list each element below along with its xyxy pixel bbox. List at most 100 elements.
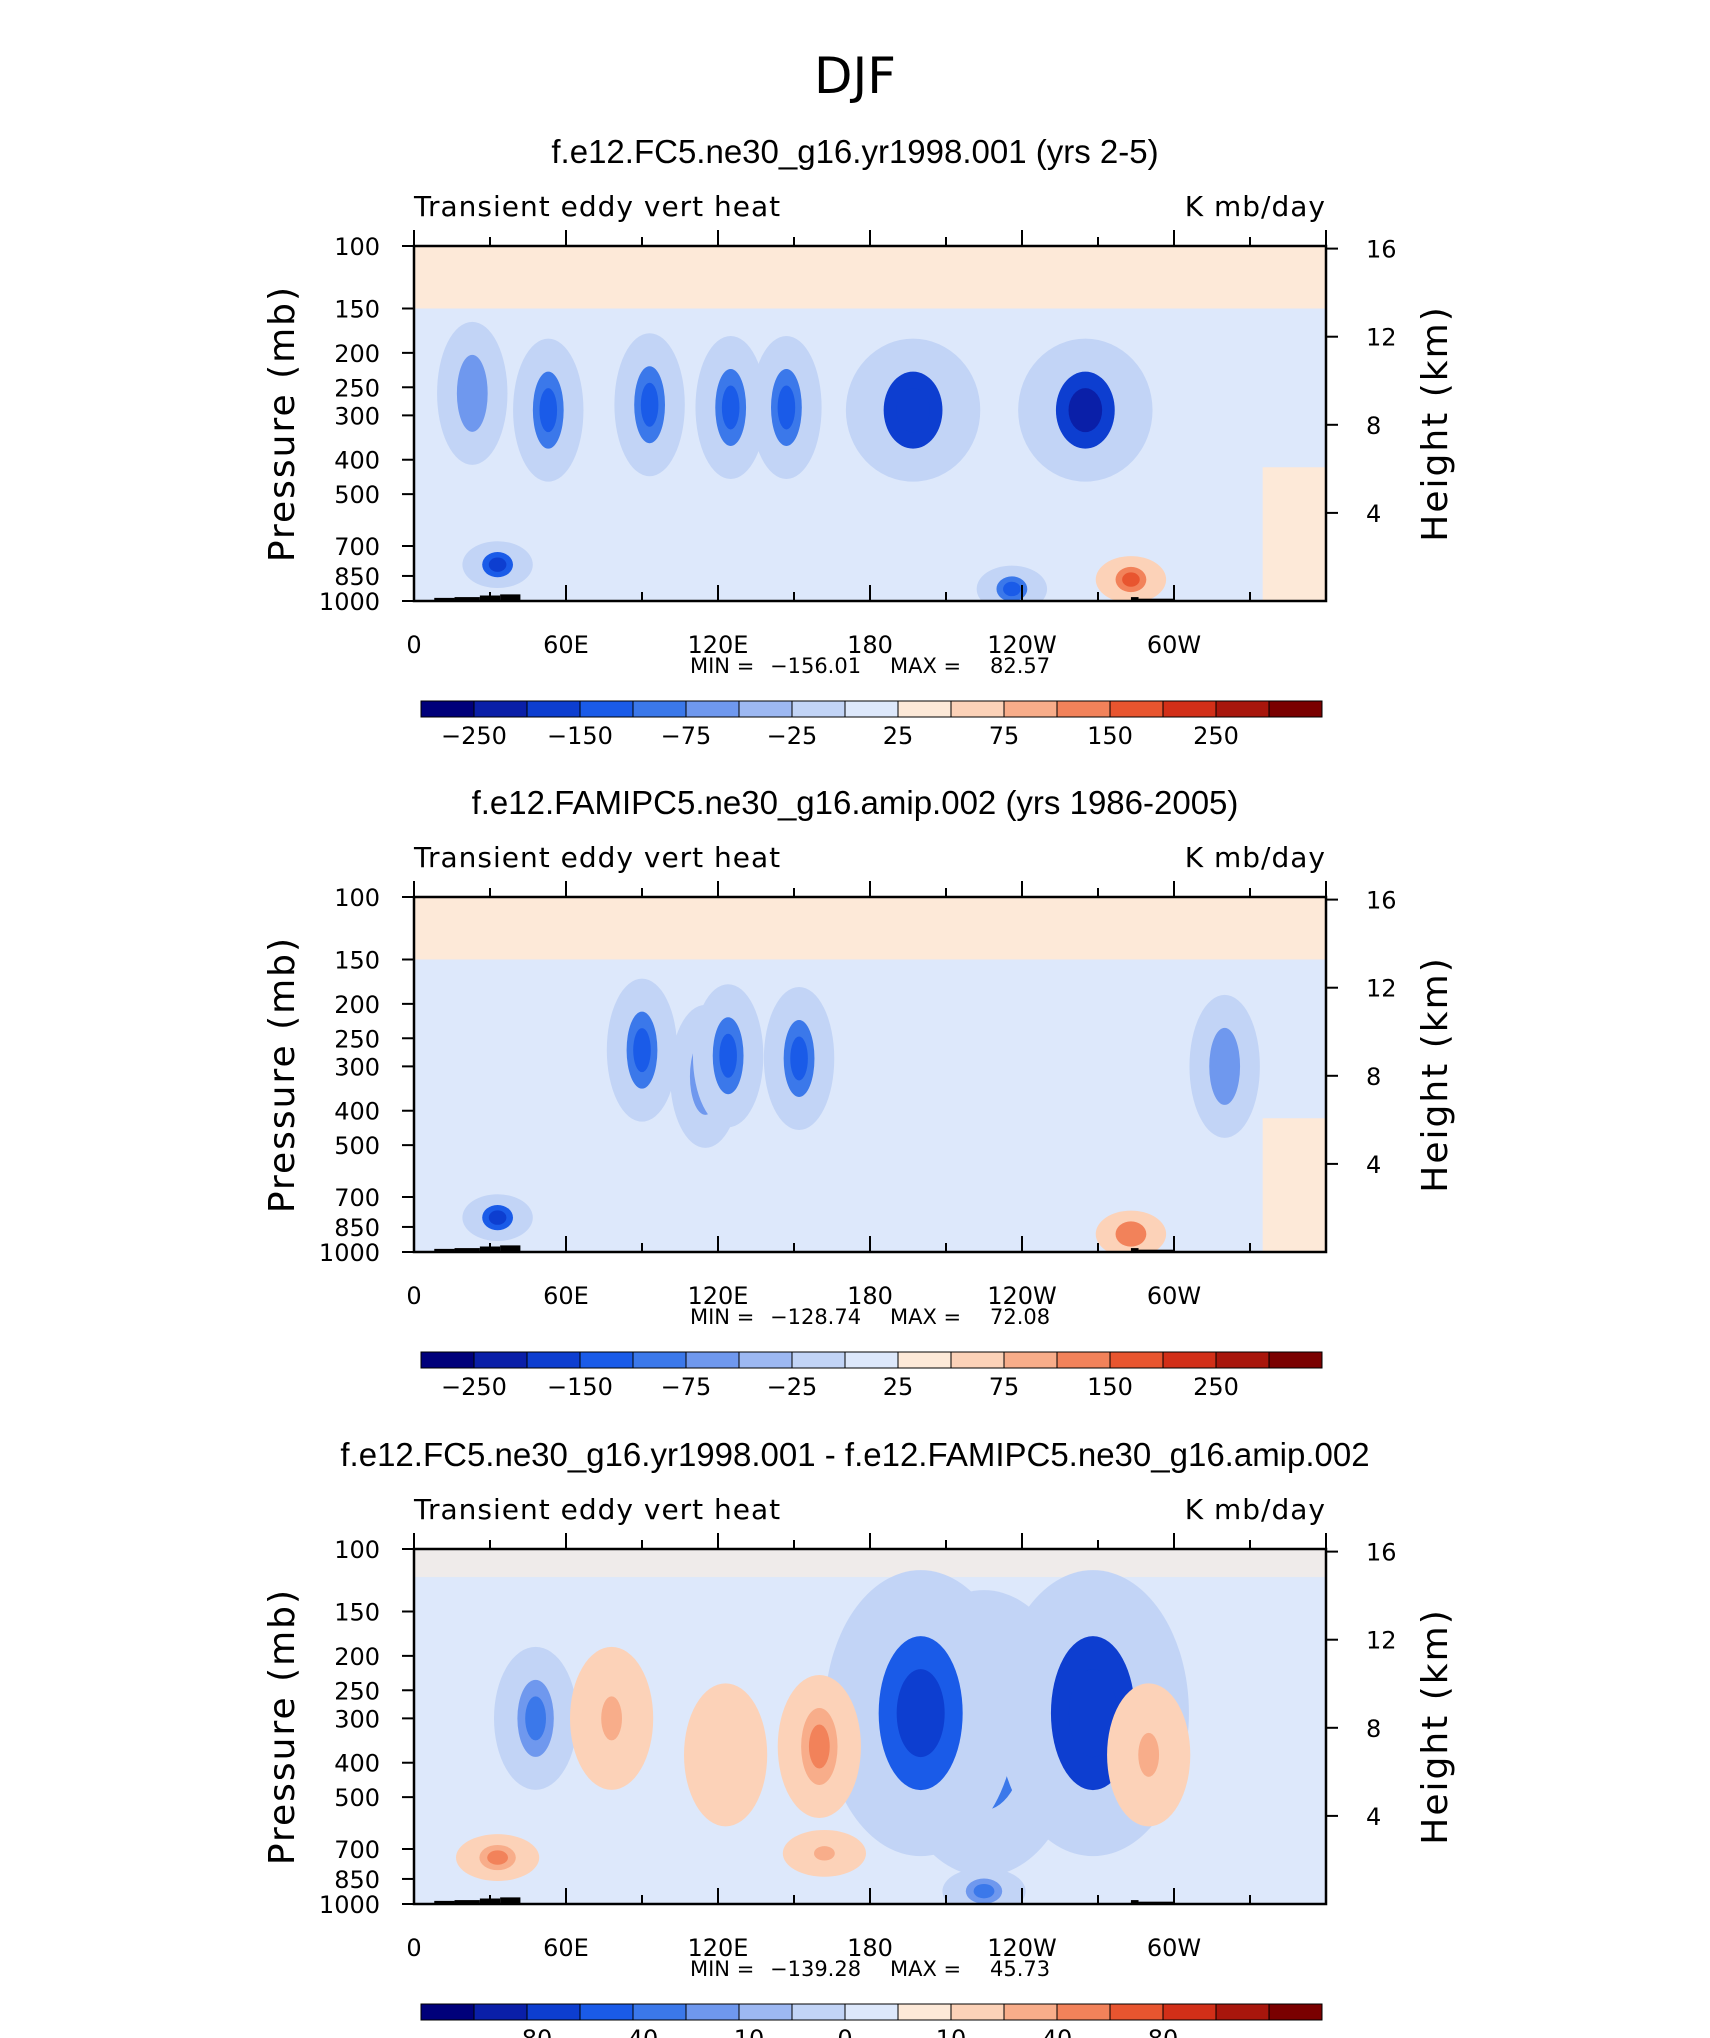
colorbar-swatch bbox=[1056, 2003, 1111, 2021]
panel-title: f.e12.FC5.ne30_g16.yr1998.001 (yrs 2-5) bbox=[551, 133, 1158, 170]
y-axis-title: Pressure (mb) bbox=[262, 285, 303, 562]
colorbar-swatch bbox=[1003, 1351, 1058, 1369]
x-tick-label: 60E bbox=[543, 631, 589, 659]
colorbar-label: −75 bbox=[661, 722, 712, 750]
min-label: MIN = bbox=[690, 654, 754, 678]
colorbar-swatch bbox=[1056, 700, 1111, 718]
contour-region bbox=[896, 388, 930, 433]
colorbar-label: 150 bbox=[1087, 1373, 1133, 1401]
y-tick-label: 1000 bbox=[319, 1891, 380, 1919]
x-tick-label: 120W bbox=[987, 1282, 1057, 1310]
y-tick-label: 500 bbox=[334, 1784, 380, 1812]
y-tick-label: 700 bbox=[334, 1184, 380, 1212]
panel-title: f.e12.FC5.ne30_g16.yr1998.001 - f.e12.FA… bbox=[340, 1436, 1369, 1473]
y2-tick-label: 8 bbox=[1366, 1063, 1381, 1091]
terrain-block bbox=[434, 1900, 455, 1904]
colorbar-label: −250 bbox=[441, 1373, 507, 1401]
colorbar-swatch bbox=[897, 1351, 952, 1369]
max-value: 45.73 bbox=[990, 1957, 1050, 1981]
y2-axis-title: Height (km) bbox=[1415, 1608, 1456, 1844]
x-tick-label: 180 bbox=[847, 631, 893, 659]
y2-axis: 16 12 8 4 Height (km) bbox=[1326, 1539, 1456, 1845]
min-value: −128.74 bbox=[770, 1305, 861, 1329]
x-tick-label: 120E bbox=[688, 631, 749, 659]
colorbar-label: −80 bbox=[502, 2025, 553, 2038]
colorbar-label: 0 bbox=[837, 2025, 852, 2038]
terrain-block bbox=[1130, 1248, 1139, 1252]
colorbar-swatch bbox=[526, 1351, 581, 1369]
y-tick-label: 250 bbox=[334, 374, 380, 402]
panel-right-label: K mb/day bbox=[1185, 841, 1326, 874]
contour-region bbox=[601, 1696, 622, 1741]
contour-region bbox=[633, 1028, 651, 1073]
colorbar-swatch bbox=[473, 2003, 528, 2021]
y2-tick-label: 12 bbox=[1366, 1627, 1397, 1655]
y-tick-label: 400 bbox=[334, 1098, 380, 1126]
colorbar-label: 10 bbox=[936, 2025, 967, 2038]
colorbar-swatch bbox=[738, 1351, 793, 1369]
y-tick-label: 100 bbox=[334, 1536, 380, 1564]
x-axis: 0 60E 120E 180 120W 60W bbox=[406, 881, 1327, 1310]
contour-region bbox=[777, 385, 796, 430]
y-tick-label: 700 bbox=[334, 533, 380, 561]
plot-area bbox=[414, 246, 1326, 601]
contour-region bbox=[525, 1696, 546, 1741]
y-tick-label: 150 bbox=[334, 296, 380, 324]
colorbar-label: 250 bbox=[1193, 1373, 1239, 1401]
colorbar-swatch bbox=[1162, 2003, 1217, 2021]
contour-region bbox=[1215, 1044, 1234, 1089]
colorbar: −80 −40 −10 0 10 40 80 bbox=[420, 2003, 1323, 2038]
colorbar-swatch bbox=[738, 700, 793, 718]
y-axis-title: Pressure (mb) bbox=[262, 1588, 303, 1865]
colorbar-swatch bbox=[420, 2003, 475, 2021]
colorbar-swatch bbox=[791, 700, 846, 718]
x-tick-label: 0 bbox=[406, 1282, 421, 1310]
x-tick-label: 120E bbox=[688, 1934, 749, 1962]
max-value: 72.08 bbox=[990, 1305, 1050, 1329]
y-tick-label: 500 bbox=[334, 481, 380, 509]
y-tick-label: 1000 bbox=[319, 1239, 380, 1267]
colorbar-swatch bbox=[1215, 2003, 1270, 2021]
colorbar-swatch bbox=[526, 700, 581, 718]
y2-tick-label: 12 bbox=[1366, 975, 1397, 1003]
colorbar-swatch bbox=[844, 700, 899, 718]
panel-left-label: Transient eddy vert heat bbox=[413, 1493, 781, 1526]
panel-3: f.e12.FC5.ne30_g16.yr1998.001 - f.e12.FA… bbox=[262, 1436, 1456, 2038]
colorbar-swatch bbox=[1056, 1351, 1111, 1369]
x-tick-label: 120W bbox=[987, 1934, 1057, 1962]
min-label: MIN = bbox=[690, 1957, 754, 1981]
panel-right-label: K mb/day bbox=[1185, 190, 1326, 223]
colorbar-swatch bbox=[844, 2003, 899, 2021]
colorbar-label: 150 bbox=[1087, 722, 1133, 750]
colorbar: −250 −150 −75 −25 25 75 150 250 bbox=[420, 1351, 1323, 1401]
plot-area bbox=[414, 897, 1326, 1252]
y-tick-label: 200 bbox=[334, 340, 380, 368]
x-tick-label: 60W bbox=[1147, 1934, 1201, 1962]
colorbar-label: −40 bbox=[608, 2025, 659, 2038]
x-tick-label: 60E bbox=[543, 1934, 589, 1962]
colorbar-label: −150 bbox=[547, 1373, 613, 1401]
colorbar-swatch bbox=[950, 1351, 1005, 1369]
colorbar-swatch bbox=[897, 700, 952, 718]
x-tick-label: 60W bbox=[1147, 631, 1201, 659]
colorbar-label: −25 bbox=[767, 1373, 818, 1401]
y-tick-label: 850 bbox=[334, 1866, 380, 1894]
panels: f.e12.FC5.ne30_g16.yr1998.001 (yrs 2-5) T… bbox=[262, 133, 1456, 2038]
contour-region bbox=[814, 1846, 835, 1861]
min-max-stats: MIN = −128.74 MAX = 72.08 bbox=[690, 1305, 1050, 1329]
colorbar-swatch bbox=[950, 2003, 1005, 2021]
contour-region bbox=[719, 1033, 737, 1078]
east-warm-region bbox=[1262, 467, 1326, 601]
panel-2: f.e12.FAMIPC5.ne30_g16.amip.002 (yrs 198… bbox=[262, 784, 1456, 1401]
terrain-block bbox=[454, 1248, 480, 1252]
y-axis-title: Pressure (mb) bbox=[262, 936, 303, 1213]
contour-region bbox=[488, 1210, 507, 1225]
colorbar-label: −75 bbox=[661, 1373, 712, 1401]
panel-left-label: Transient eddy vert heat bbox=[413, 190, 781, 223]
contour-region bbox=[973, 1883, 995, 1899]
colorbar-swatch bbox=[579, 1351, 634, 1369]
colorbar-swatch bbox=[1003, 2003, 1058, 2021]
y2-tick-label: 12 bbox=[1366, 324, 1397, 352]
